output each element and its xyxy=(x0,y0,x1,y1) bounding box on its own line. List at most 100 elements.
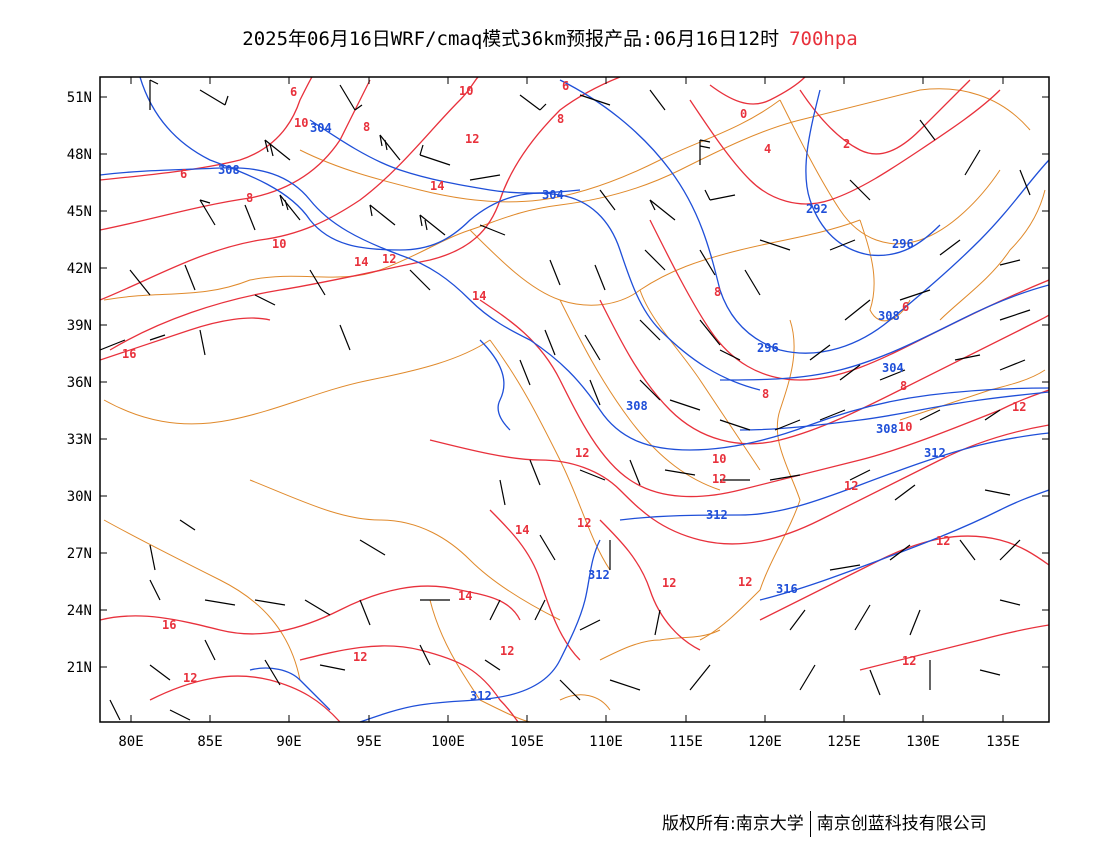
wind-barb-29 xyxy=(129,269,151,296)
wind-barb-58 xyxy=(639,379,661,401)
temperature-label: 12 xyxy=(382,252,396,266)
wind-barb-24 xyxy=(479,224,506,236)
temperature-label: 12 xyxy=(662,576,676,590)
lon-label: 120E xyxy=(748,734,782,750)
wind-barb-41 xyxy=(999,309,1031,321)
wind-barb-39 xyxy=(844,299,871,321)
wind-barb-59 xyxy=(669,399,701,411)
wind-barb-36 xyxy=(644,249,666,271)
height-contour-308c xyxy=(479,339,511,431)
wind-barb-74 xyxy=(529,459,541,486)
wind-barb-94 xyxy=(789,609,806,631)
height-contour-292 xyxy=(805,89,941,257)
wind-barb-18 xyxy=(1019,169,1031,196)
temperature-label: 12 xyxy=(500,644,514,658)
wind-barb-78 xyxy=(539,534,556,561)
wind-barb-30 xyxy=(184,264,196,291)
height-label: 308 xyxy=(626,399,648,413)
boundary-tibet xyxy=(103,339,491,425)
wind-barb-96 xyxy=(909,609,921,636)
wind-barb-69 xyxy=(769,474,801,481)
temperature-label: 0 xyxy=(740,107,747,121)
temp-contour-8a xyxy=(100,79,371,231)
temperature-label-group: 6 10 10 8 12 8 6 0 4 2 6 14 8 10 14 12 1… xyxy=(122,79,1026,685)
wind-barb-111 xyxy=(169,709,191,721)
temperature-label: 2 xyxy=(843,137,850,151)
wind-barb-110 xyxy=(979,669,1001,676)
lon-label: 80E xyxy=(118,734,143,750)
wind-barb-50 xyxy=(699,319,721,346)
boundary-south-coast xyxy=(599,629,721,661)
temp-contour-14d xyxy=(489,509,581,661)
temperature-label: 6 xyxy=(180,167,187,181)
temperature-label: 12 xyxy=(902,654,916,668)
temp-contour-4 xyxy=(689,89,1001,205)
boundary-lines xyxy=(103,88,1046,722)
wind-barb-5 xyxy=(579,94,611,106)
height-label: 312 xyxy=(706,508,728,522)
temp-contour-14b xyxy=(479,299,1049,498)
lat-label: 24N xyxy=(67,603,92,619)
temp-contour-2 xyxy=(799,79,971,155)
wind-barb-99 xyxy=(204,639,216,661)
wind-barb-37 xyxy=(699,249,716,276)
height-label: 312 xyxy=(924,446,946,460)
wind-barb-23 xyxy=(419,214,446,236)
wind-barb-35 xyxy=(594,264,606,291)
height-label: 316 xyxy=(776,582,798,596)
temperature-label: 12 xyxy=(1012,400,1026,414)
title-main: 2025年06月16日WRF/cmaq模式36km预报产品:06月16日12时 xyxy=(242,28,780,50)
height-contour-308b xyxy=(739,391,1049,431)
wind-barb-25 xyxy=(759,239,791,251)
wind-barb-13 xyxy=(649,199,676,221)
wind-barb-81 xyxy=(889,544,911,561)
wind-barb-9 xyxy=(379,134,401,161)
wind-barb-45 xyxy=(339,324,351,351)
height-contour-316 xyxy=(759,489,1049,601)
wind-barb-92 xyxy=(579,619,601,631)
boundary-japan xyxy=(939,189,1046,321)
lat-label: 21N xyxy=(67,660,92,676)
temperature-label: 4 xyxy=(764,142,771,156)
wind-barb-77 xyxy=(359,539,386,556)
wind-barb-97 xyxy=(999,599,1021,606)
boundary-central-2 xyxy=(559,299,721,491)
wind-barb-34 xyxy=(549,259,561,286)
lat-label: 39N xyxy=(67,318,92,334)
wind-barb-66 xyxy=(629,459,641,486)
wind-barb-56 xyxy=(999,359,1026,371)
wind-barb-2 xyxy=(199,89,229,106)
wind-barb-44 xyxy=(199,329,206,356)
map-frame xyxy=(99,76,1050,723)
lon-ticks xyxy=(130,77,1004,722)
height-label: 312 xyxy=(588,568,610,582)
wind-barb-3 xyxy=(339,84,363,111)
temperature-label: 12 xyxy=(353,650,367,664)
wind-barb-73 xyxy=(499,479,506,506)
lon-label: 100E xyxy=(431,734,465,750)
wind-barb-26 xyxy=(829,239,856,251)
wind-barb-75 xyxy=(179,519,196,531)
temp-contour-14a xyxy=(109,77,621,351)
wind-barb-16 xyxy=(919,119,936,141)
wind-barb-38 xyxy=(744,269,761,296)
wind-barb-22 xyxy=(369,204,396,226)
temperature-label: 12 xyxy=(936,534,950,548)
wind-barb-33 xyxy=(409,269,431,291)
wind-barb-103 xyxy=(484,659,501,671)
temperature-label: 10 xyxy=(898,420,912,434)
lat-label: 30N xyxy=(67,489,92,505)
wind-barb-76 xyxy=(149,544,156,571)
wind-barb-7 xyxy=(699,139,711,165)
wind-barb-31 xyxy=(254,294,276,306)
temp-contour-12f xyxy=(599,519,701,651)
temp-contour-8b xyxy=(599,299,1049,445)
temp-contour-12c xyxy=(859,624,1049,671)
wind-barb-32 xyxy=(309,269,326,296)
temp-contour-8c xyxy=(649,219,1049,381)
temp-contour-16a xyxy=(100,317,271,361)
wind-barb-43 xyxy=(149,334,166,341)
height-label: 304 xyxy=(882,361,904,375)
temperature-label: 14 xyxy=(430,179,444,193)
wind-barb-100 xyxy=(264,659,281,686)
